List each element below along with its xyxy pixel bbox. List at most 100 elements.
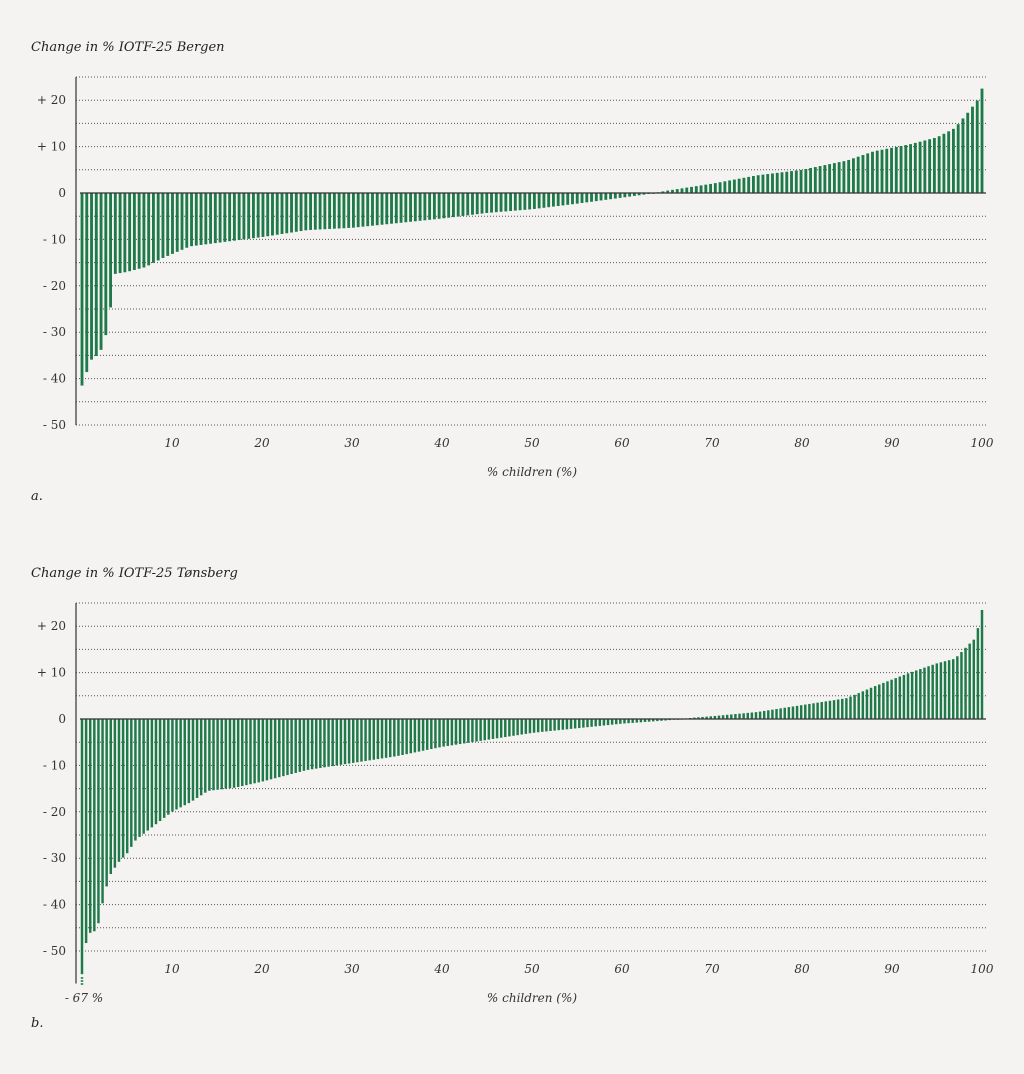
x-tick-label: 70 — [704, 436, 720, 450]
bar — [660, 719, 663, 721]
bar — [335, 719, 339, 766]
bar — [590, 193, 593, 202]
bar — [475, 719, 478, 742]
bar — [309, 193, 312, 230]
bar — [315, 719, 318, 769]
chart-title: Change in % IOTF-25 Bergen — [31, 40, 225, 55]
bar — [294, 193, 298, 232]
bar — [818, 166, 822, 193]
bar — [113, 719, 117, 868]
bar — [162, 719, 166, 818]
bar — [705, 716, 708, 719]
bar — [158, 719, 162, 822]
bar — [886, 681, 889, 719]
y-tick-label: + 10 — [37, 666, 66, 680]
bar — [809, 168, 812, 193]
gridlines — [76, 76, 986, 426]
bar — [241, 719, 244, 787]
x-tick-label: 50 — [524, 436, 540, 450]
bar — [980, 88, 984, 193]
x-tick-label: 70 — [704, 962, 720, 976]
bar — [397, 719, 400, 756]
bar — [273, 719, 277, 779]
bar — [180, 193, 184, 250]
bar — [935, 663, 939, 719]
y-tick-label: + 10 — [37, 140, 66, 154]
bar — [490, 193, 493, 213]
bar — [853, 694, 856, 719]
bar — [442, 193, 446, 219]
bar — [832, 700, 836, 719]
bar — [852, 158, 855, 193]
bar — [152, 193, 155, 263]
bar — [504, 193, 508, 212]
bar — [615, 719, 618, 725]
bar — [632, 193, 636, 196]
bar — [532, 719, 536, 733]
bar — [467, 719, 470, 743]
bar — [509, 193, 512, 212]
bar — [894, 146, 898, 193]
bar — [906, 673, 910, 719]
bar — [423, 193, 427, 221]
bar — [771, 173, 774, 193]
bar — [566, 193, 570, 205]
bar — [318, 193, 322, 230]
bar — [909, 144, 912, 193]
bar — [580, 193, 584, 203]
bar — [421, 719, 425, 751]
y-tick-label: - 50 — [43, 944, 66, 958]
bar — [553, 719, 556, 731]
bar — [179, 719, 182, 808]
bar-truncation-mark — [80, 980, 84, 982]
bar — [99, 193, 103, 350]
bar — [88, 719, 92, 933]
bar — [709, 716, 712, 719]
bar — [204, 719, 207, 793]
bar — [376, 719, 380, 760]
bar — [857, 693, 860, 719]
bar — [175, 719, 178, 810]
bar — [627, 719, 630, 724]
bar — [361, 193, 365, 227]
bar — [123, 193, 127, 273]
bar — [762, 710, 766, 719]
bar — [257, 719, 260, 783]
x-tick-label: 100 — [971, 436, 994, 450]
bar — [952, 659, 955, 719]
bar — [537, 193, 541, 209]
x-tick-label: 20 — [253, 436, 270, 450]
bar — [171, 193, 174, 254]
bar — [866, 153, 870, 193]
x-tick-label: 60 — [614, 436, 630, 450]
bar — [968, 643, 971, 719]
bar — [585, 193, 589, 203]
bar — [125, 719, 129, 854]
bar — [142, 719, 145, 834]
bar — [483, 719, 486, 741]
bar — [861, 691, 865, 719]
bar — [664, 719, 667, 721]
bar — [332, 193, 336, 229]
bar — [545, 719, 548, 732]
bar — [432, 193, 436, 220]
bar — [575, 193, 579, 204]
panel-label: b. — [31, 1016, 44, 1031]
bar — [237, 193, 241, 241]
bar-chart-bergen: + 20 + 10 0 - 10 - 20 - 30 - 40 - 50 10 20 30 40 50 6… — [37, 76, 994, 479]
bar — [964, 647, 967, 719]
bar — [642, 193, 646, 195]
bar — [499, 193, 503, 212]
y-tick-label: - 30 — [43, 851, 66, 865]
x-tick-label: 30 — [344, 436, 360, 450]
bar — [717, 715, 721, 719]
bar — [513, 193, 517, 211]
bar — [232, 193, 236, 241]
bar — [849, 696, 852, 719]
bar — [956, 124, 960, 193]
x-tick-label: 50 — [524, 962, 540, 976]
y-tick-label: - 30 — [43, 325, 66, 339]
bar — [618, 193, 622, 198]
bar — [561, 193, 565, 206]
bar — [175, 193, 179, 252]
